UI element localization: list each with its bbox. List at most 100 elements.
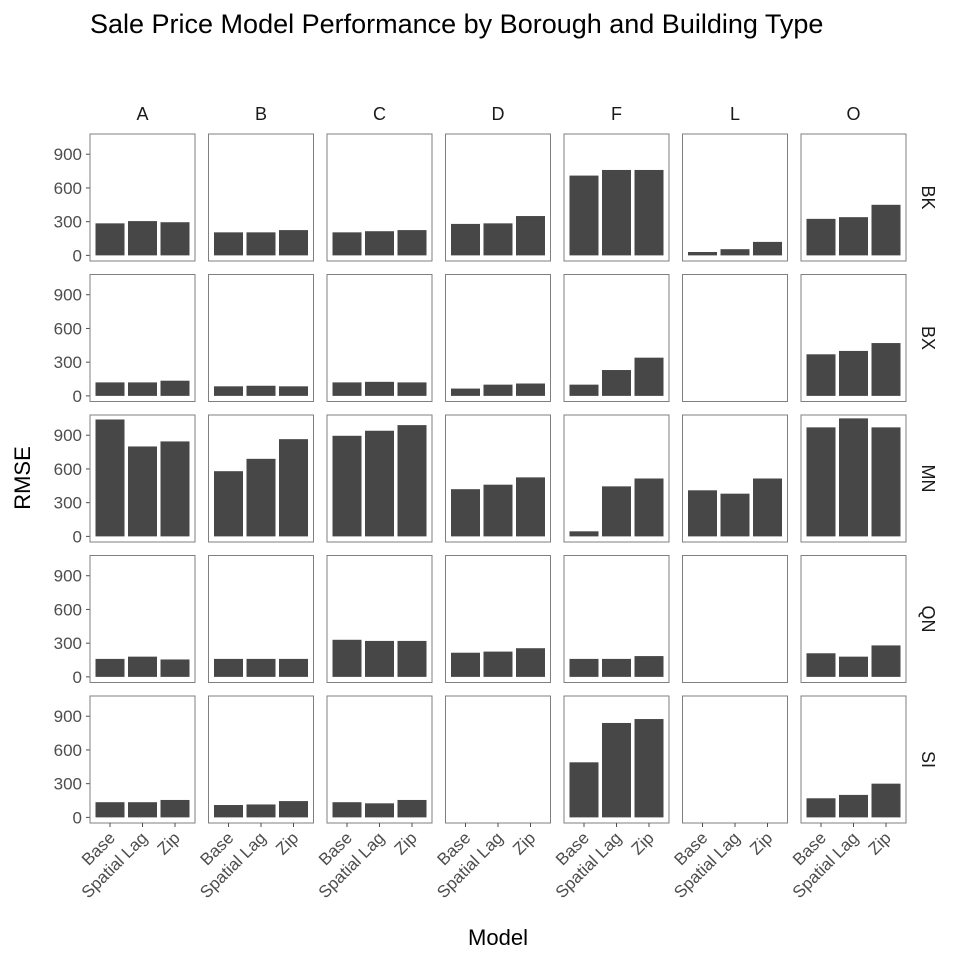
bar (688, 490, 717, 537)
bar (279, 230, 308, 256)
y-tick-label: 900 (54, 567, 82, 586)
bar (279, 801, 308, 818)
bar (516, 383, 545, 396)
bar (214, 658, 243, 677)
bar (160, 380, 190, 396)
bar (839, 418, 868, 537)
x-tick-label: Zip (628, 828, 658, 858)
bar (214, 386, 243, 396)
column-strip-label: O (846, 104, 860, 124)
bar (839, 794, 868, 818)
panel-SI-L (682, 695, 788, 824)
bar (634, 719, 664, 818)
bar (516, 477, 545, 537)
bar (279, 386, 308, 396)
bar (365, 231, 394, 256)
panel-BX-C (326, 274, 433, 402)
bar (871, 427, 901, 537)
row-strip-label: QN (918, 606, 938, 633)
y-tick-label: 0 (73, 668, 82, 687)
bar (365, 640, 394, 677)
x-tick-label: Zip (154, 828, 184, 858)
bar (246, 232, 276, 256)
bar (397, 799, 427, 818)
column-strip-label: F (611, 104, 622, 124)
y-tick-label: 900 (54, 707, 82, 726)
bar (839, 350, 868, 396)
panel-BX-B (208, 274, 314, 402)
bar (397, 382, 427, 396)
bar (128, 656, 157, 677)
bar (753, 241, 782, 256)
column-strip-label: C (373, 104, 386, 124)
bar (246, 804, 276, 818)
bar (332, 802, 362, 818)
bar (602, 722, 631, 818)
bar (160, 659, 190, 677)
bar (451, 489, 480, 537)
bar (332, 435, 362, 537)
bar (246, 458, 276, 537)
x-tick-label: Zip (391, 828, 421, 858)
bar (806, 653, 836, 677)
y-tick-label: 600 (54, 741, 82, 760)
bar (279, 658, 308, 677)
bar (365, 381, 394, 396)
y-tick-label: 900 (54, 286, 82, 305)
bar (279, 439, 308, 537)
bar (451, 388, 480, 396)
bar (160, 222, 190, 256)
bar (397, 425, 427, 537)
bar (602, 169, 631, 256)
bar (839, 656, 868, 677)
bar (95, 419, 125, 537)
bar (753, 478, 782, 537)
bar (332, 639, 362, 677)
bar (871, 645, 901, 677)
bar (871, 783, 901, 818)
bar (720, 249, 750, 256)
y-tick-label: 300 (54, 775, 82, 794)
bar (95, 382, 125, 396)
bar (365, 430, 394, 537)
bar (128, 221, 157, 256)
bar (128, 446, 157, 537)
y-tick-label: 900 (54, 426, 82, 445)
chart-title: Sale Price Model Performance by Borough … (90, 9, 823, 39)
y-tick-label: 0 (73, 387, 82, 406)
bar (602, 370, 631, 396)
bar (332, 382, 362, 396)
row-strip-label: BK (918, 185, 938, 209)
bar (602, 658, 631, 677)
x-tick-label: Zip (865, 828, 895, 858)
bar (516, 648, 545, 677)
y-tick-label: 0 (73, 527, 82, 546)
bar (806, 218, 836, 256)
bar (516, 216, 545, 256)
row-strip-label: SI (918, 751, 938, 768)
bar (569, 531, 599, 537)
panel-SI-D (445, 695, 551, 824)
bar (214, 232, 243, 256)
bar (720, 493, 750, 537)
column-strip-label: L (730, 104, 740, 124)
bar (688, 252, 717, 256)
bar (483, 384, 513, 396)
x-axis-title: Model (468, 925, 528, 950)
bar (602, 486, 631, 537)
x-tick-label: Zip (746, 828, 776, 858)
column-strip-label: B (255, 104, 267, 124)
bar (569, 384, 599, 396)
bar (95, 658, 125, 677)
bar (160, 441, 190, 537)
bar (451, 652, 480, 677)
y-tick-label: 600 (54, 319, 82, 338)
bar (214, 471, 243, 537)
bar (806, 354, 836, 396)
bar (806, 798, 836, 818)
bar (95, 223, 125, 256)
panel-BX-D (445, 274, 551, 402)
bar (128, 382, 157, 396)
bar (160, 799, 190, 818)
